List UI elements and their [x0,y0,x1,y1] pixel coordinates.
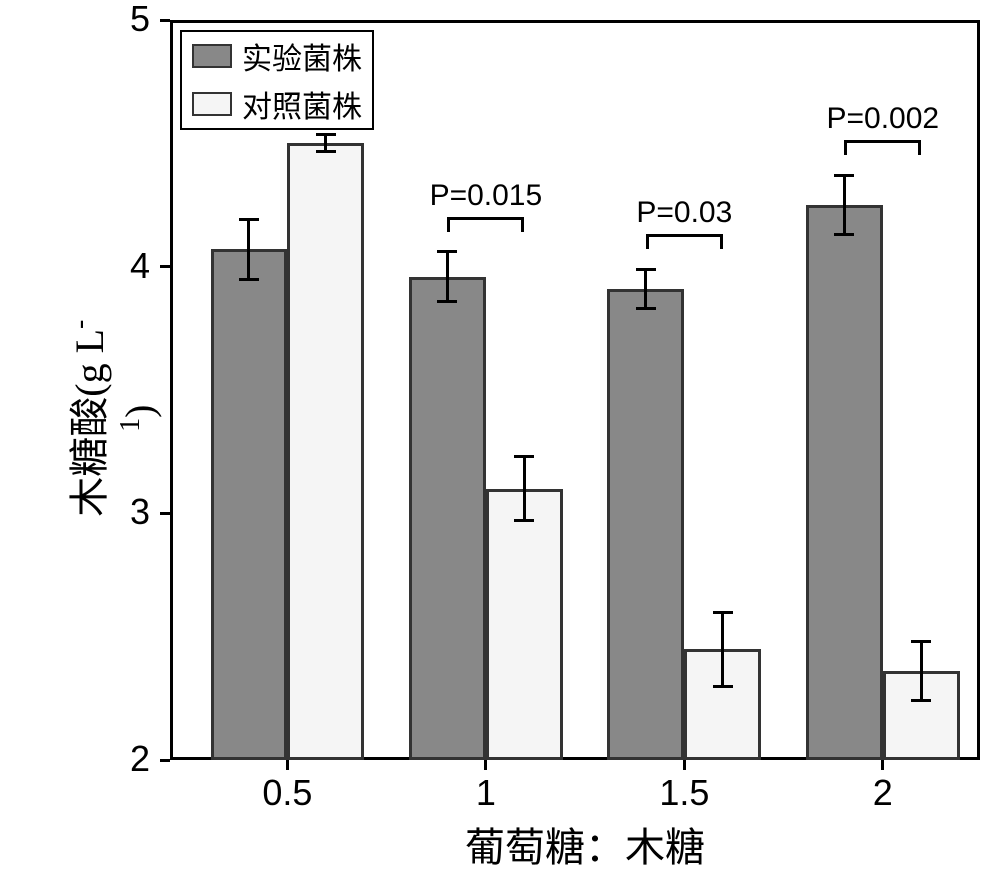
x-tick-label: 2 [833,772,933,814]
error-bar-cap [713,685,733,688]
bar [211,249,288,760]
legend-label: 实验菌株 [242,34,362,78]
legend-item: 实验菌株 [182,32,372,80]
x-tick-label: 0.5 [237,772,337,814]
y-tick [160,512,170,515]
legend: 实验菌株对照菌株 [180,30,374,130]
bar [287,143,364,760]
y-tick [160,19,170,22]
error-bar-cap [239,278,259,281]
x-tick [484,760,487,770]
y-tick-label: 5 [100,0,150,40]
legend-swatch [192,92,232,116]
error-bar-cap [713,611,733,614]
legend-item: 对照菌株 [182,80,372,128]
error-bar [721,612,724,686]
p-value-label: P=0.015 [416,179,556,213]
error-bar [843,175,846,234]
error-bar-cap [834,174,854,177]
chart-container: 木糖酸(g L-1) 葡萄糖：木糖 实验菌株对照菌株 23450.511.52P… [0,0,1000,884]
bar [486,489,563,760]
bar [806,205,883,760]
bracket-leg [720,234,723,249]
error-bar-cap [316,133,336,136]
bracket-leg [918,140,921,155]
bracket [447,217,524,220]
p-value-label: P=0.03 [614,196,754,230]
error-bar [523,457,526,521]
error-bar-cap [911,640,931,643]
y-tick [160,265,170,268]
x-tick [683,760,686,770]
error-bar-cap [316,150,336,153]
bracket [844,140,921,143]
x-axis-label: 葡萄糖：木糖 [455,815,715,873]
error-bar-cap [514,455,534,458]
error-bar-cap [911,699,931,702]
legend-swatch [192,44,232,68]
error-bar [324,135,327,152]
bar [607,289,684,760]
legend-label: 对照菌株 [242,82,362,126]
error-bar-cap [514,519,534,522]
y-tick [160,759,170,762]
error-bar [920,642,923,701]
bracket-leg [521,217,524,232]
error-bar [446,252,449,301]
error-bar-cap [636,307,656,310]
y-tick-label: 2 [100,738,150,780]
x-tick [881,760,884,770]
bar [409,277,486,760]
p-value-label: P=0.002 [813,102,953,136]
error-bar-cap [636,268,656,271]
y-tick-label: 4 [100,245,150,287]
x-tick [286,760,289,770]
y-tick-label: 3 [100,491,150,533]
bracket [646,234,723,237]
bracket-leg [646,234,649,249]
x-tick-label: 1 [436,772,536,814]
bracket-leg [447,217,450,232]
error-bar [644,269,647,308]
error-bar-cap [437,250,457,253]
error-bar [247,220,250,279]
x-tick-label: 1.5 [634,772,734,814]
bracket-leg [844,140,847,155]
error-bar-cap [437,300,457,303]
error-bar-cap [239,218,259,221]
error-bar-cap [834,233,854,236]
